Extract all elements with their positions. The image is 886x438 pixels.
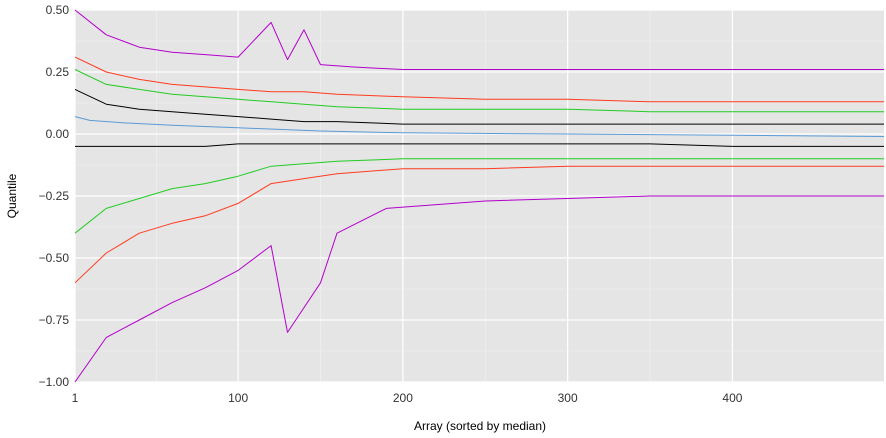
y-tick-label: 0.50 (46, 3, 70, 17)
y-tick-label: −0.25 (39, 189, 70, 203)
series-line-q_max (74, 9, 884, 70)
x-axis-title: Array (sorted by median) (414, 419, 546, 433)
y-tick-labels: −1.00 −0.75 −0.50 −0.25 0.00 0.25 0.50 (39, 3, 70, 389)
y-axis-title: Quantile (5, 173, 19, 218)
series-line-q_lower_inner (75, 143, 884, 147)
series-line-q_lower_outer (74, 165, 884, 284)
series-line-q_min (74, 195, 884, 383)
series-line-q_upper_outer (74, 56, 884, 103)
y-tick-label: 0.25 (46, 65, 70, 79)
x-tick-label: 400 (722, 391, 742, 405)
x-tick-label: 300 (558, 391, 578, 405)
series-line-median (74, 116, 885, 137)
y-tick-label: −0.75 (39, 313, 70, 327)
series-group (74, 9, 885, 383)
x-tick-label: 200 (393, 391, 413, 405)
x-tick-label: 100 (228, 391, 248, 405)
series-line-q_upper_inner (74, 88, 884, 125)
series-line-q_lower_mid (74, 158, 884, 234)
y-tick-label: −1.00 (39, 375, 70, 389)
x-tick-labels: 1 100 200 300 400 (72, 391, 743, 405)
x-tick-label: 1 (72, 391, 79, 405)
y-tick-label: 0.00 (46, 127, 70, 141)
grid (74, 9, 884, 383)
y-tick-label: −0.50 (39, 251, 70, 265)
series-line-q_upper_mid (74, 69, 884, 113)
